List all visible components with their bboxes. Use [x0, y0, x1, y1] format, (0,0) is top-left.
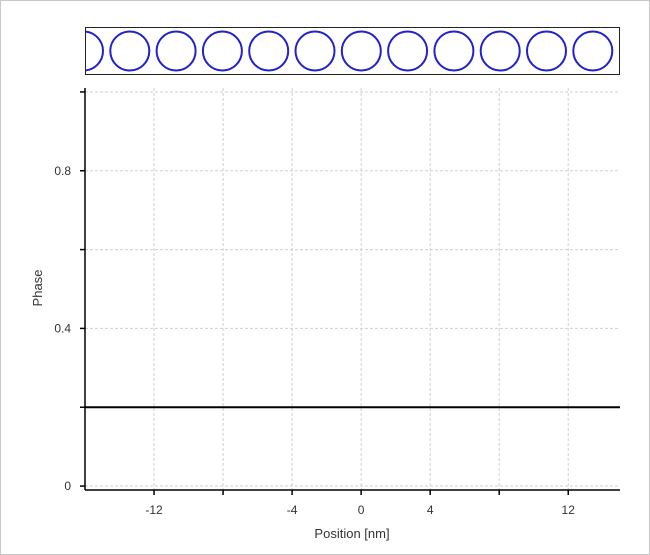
atom-circle [155, 30, 197, 72]
y-tick-label: 0.8 [54, 164, 71, 178]
atom-circle [109, 30, 151, 72]
x-axis-title: Position [nm] [314, 526, 389, 541]
atom-lattice-svg [86, 30, 614, 72]
y-axis-title: Phase [30, 270, 45, 307]
atom-circle [433, 30, 475, 72]
atom-lattice-strip [85, 27, 620, 75]
atom-circle [86, 30, 104, 72]
x-tick-label: 0 [358, 503, 365, 517]
x-tick-label: 12 [562, 503, 576, 517]
axes [84, 88, 620, 491]
atom-circle [387, 30, 429, 72]
x-tick-label: 4 [427, 503, 434, 517]
atom-circle [340, 30, 382, 72]
atom-circle [248, 30, 290, 72]
x-tick-label: -12 [145, 503, 163, 517]
ticks: -12 -4 0 4 12 0 0.4 0.8 [54, 91, 576, 517]
atom-circle [572, 30, 614, 72]
x-tick-label: -4 [287, 503, 298, 517]
y-tick-label: 0.4 [54, 321, 71, 335]
y-tick-label: 0 [64, 479, 71, 493]
atom-circle [526, 30, 567, 72]
atom-circle [294, 30, 336, 72]
atom-circle [479, 30, 521, 72]
atom-circle [201, 30, 243, 72]
grid-lines [85, 88, 620, 490]
